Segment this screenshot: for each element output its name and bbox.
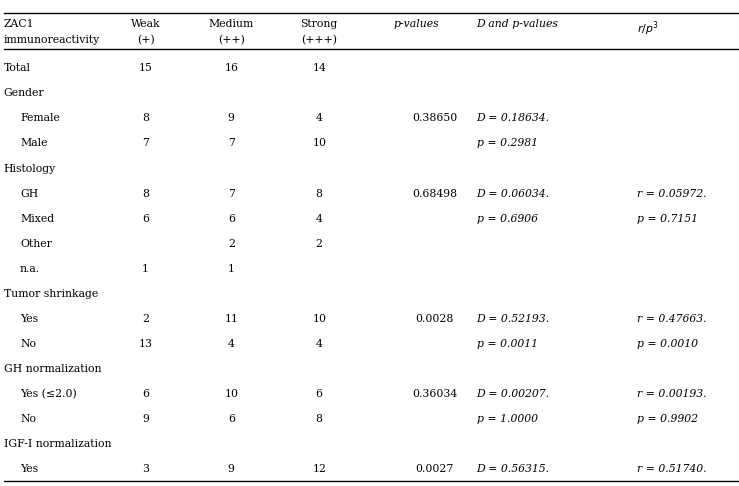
Text: n.a.: n.a. <box>20 263 40 274</box>
Text: 6: 6 <box>228 213 235 224</box>
Text: No: No <box>20 339 36 349</box>
Text: p = 0.0010: p = 0.0010 <box>637 339 698 349</box>
Text: r = 0.51740.: r = 0.51740. <box>637 464 706 474</box>
Text: (+++): (+++) <box>302 35 337 45</box>
Text: 14: 14 <box>313 63 326 73</box>
Text: Mixed: Mixed <box>20 213 54 224</box>
Text: p = 0.2981: p = 0.2981 <box>477 139 538 149</box>
Text: p = 0.7151: p = 0.7151 <box>637 213 698 224</box>
Text: 11: 11 <box>225 313 238 324</box>
Text: r = 0.05972.: r = 0.05972. <box>637 189 706 199</box>
Text: p = 0.0011: p = 0.0011 <box>477 339 538 349</box>
Text: r = 0.47663.: r = 0.47663. <box>637 313 706 324</box>
Text: D = 0.00207.: D = 0.00207. <box>477 389 550 399</box>
Text: 6: 6 <box>142 213 149 224</box>
Text: Medium: Medium <box>208 19 254 30</box>
Text: 2: 2 <box>316 239 323 249</box>
Text: 13: 13 <box>139 339 152 349</box>
Text: Yes (≤2.0): Yes (≤2.0) <box>20 389 77 399</box>
Text: 0.0028: 0.0028 <box>415 313 454 324</box>
Text: 0.0027: 0.0027 <box>415 464 454 474</box>
Text: (++): (++) <box>218 35 245 45</box>
Text: 12: 12 <box>313 464 326 474</box>
Text: Yes: Yes <box>20 464 38 474</box>
Text: r = 0.00193.: r = 0.00193. <box>637 389 706 399</box>
Text: 10: 10 <box>313 313 326 324</box>
Text: Gender: Gender <box>4 88 44 99</box>
Text: 8: 8 <box>316 189 323 199</box>
Text: 8: 8 <box>142 189 149 199</box>
Text: D = 0.06034.: D = 0.06034. <box>477 189 550 199</box>
Text: 8: 8 <box>142 113 149 123</box>
Text: 10: 10 <box>225 389 238 399</box>
Text: p = 0.6906: p = 0.6906 <box>477 213 538 224</box>
Text: 7: 7 <box>142 139 149 149</box>
Text: p-values: p-values <box>393 19 439 30</box>
Text: 9: 9 <box>228 464 235 474</box>
Text: p = 0.9902: p = 0.9902 <box>637 414 698 424</box>
Text: $r/p^3$: $r/p^3$ <box>637 19 658 38</box>
Text: 4: 4 <box>228 339 235 349</box>
Text: Other: Other <box>20 239 52 249</box>
Text: 4: 4 <box>316 113 323 123</box>
Text: IGF-I normalization: IGF-I normalization <box>4 439 111 449</box>
Text: 10: 10 <box>313 139 326 149</box>
Text: 8: 8 <box>316 414 323 424</box>
Text: Weak: Weak <box>131 19 160 30</box>
Text: p = 1.0000: p = 1.0000 <box>477 414 538 424</box>
Text: 3: 3 <box>142 464 149 474</box>
Text: 16: 16 <box>225 63 238 73</box>
Text: Male: Male <box>20 139 47 149</box>
Text: Total: Total <box>4 63 31 73</box>
Text: 4: 4 <box>316 213 323 224</box>
Text: 2: 2 <box>142 313 149 324</box>
Text: 1: 1 <box>228 263 235 274</box>
Text: D = 0.52193.: D = 0.52193. <box>477 313 550 324</box>
Text: 9: 9 <box>228 113 235 123</box>
Text: 6: 6 <box>142 389 149 399</box>
Text: GH: GH <box>20 189 38 199</box>
Text: 6: 6 <box>316 389 323 399</box>
Text: No: No <box>20 414 36 424</box>
Text: 0.68498: 0.68498 <box>412 189 457 199</box>
Text: immunoreactivity: immunoreactivity <box>4 35 100 45</box>
Text: GH normalization: GH normalization <box>4 364 101 374</box>
Text: 9: 9 <box>142 414 149 424</box>
Text: 1: 1 <box>142 263 149 274</box>
Text: Female: Female <box>20 113 60 123</box>
Text: 4: 4 <box>316 339 323 349</box>
Text: 2: 2 <box>228 239 235 249</box>
Text: Tumor shrinkage: Tumor shrinkage <box>4 289 98 299</box>
Text: 0.38650: 0.38650 <box>412 113 457 123</box>
Text: 15: 15 <box>139 63 152 73</box>
Text: 6: 6 <box>228 414 235 424</box>
Text: D = 0.56315.: D = 0.56315. <box>477 464 550 474</box>
Text: D = 0.18634.: D = 0.18634. <box>477 113 550 123</box>
Text: 7: 7 <box>228 139 235 149</box>
Text: Strong: Strong <box>301 19 338 30</box>
Text: (+): (+) <box>137 35 154 45</box>
Text: 7: 7 <box>228 189 235 199</box>
Text: ZAC1: ZAC1 <box>4 19 34 30</box>
Text: 0.36034: 0.36034 <box>412 389 457 399</box>
Text: D and p-values: D and p-values <box>477 19 559 30</box>
Text: Histology: Histology <box>4 163 56 174</box>
Text: Yes: Yes <box>20 313 38 324</box>
